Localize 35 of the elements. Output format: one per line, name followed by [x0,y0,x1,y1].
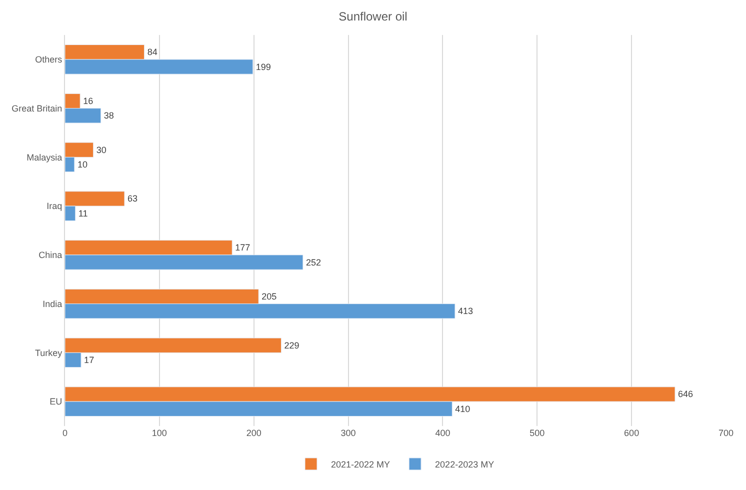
data-label: 17 [84,355,94,366]
data-label: 10 [77,160,88,170]
data-label: 199 [256,62,271,72]
y-tick-label: EU [50,396,62,407]
data-label: 252 [306,257,321,268]
data-label: 63 [127,194,138,204]
data-label: 410 [455,404,470,414]
y-tick-label: Malaysia [26,152,62,162]
y-tick-label: Turkey [35,348,63,358]
data-label: 84 [147,47,158,58]
x-tick-label: 400 [435,428,450,438]
y-tick-label: China [38,250,62,260]
data-label: 205 [262,291,277,302]
y-tick-label: Great Britain [12,103,62,114]
data-label: 30 [96,144,106,155]
data-label: 177 [235,242,250,253]
x-tick-label: 200 [246,428,262,438]
x-tick-label: 300 [340,428,356,438]
legend-label: 2022-2023 MY [435,459,494,470]
x-tick-label: 100 [152,428,167,438]
x-tick-label: 600 [624,428,640,438]
data-label: 646 [678,389,694,400]
y-tick-label: Others [35,54,63,65]
legend-label: 2021-2022 MY [331,459,390,470]
data-label: 413 [458,306,474,316]
y-tick-label: Iraq [46,201,62,212]
x-tick-label: 700 [718,428,734,438]
data-label: 38 [104,110,114,121]
data-label: 11 [78,208,88,218]
chart-title: Sunflower oil [338,10,408,24]
data-label: 229 [284,340,300,350]
data-label: 16 [83,96,94,106]
y-tick-label: India [42,298,62,309]
x-tick-label: 0 [62,428,68,438]
x-tick-label: 500 [530,428,545,438]
